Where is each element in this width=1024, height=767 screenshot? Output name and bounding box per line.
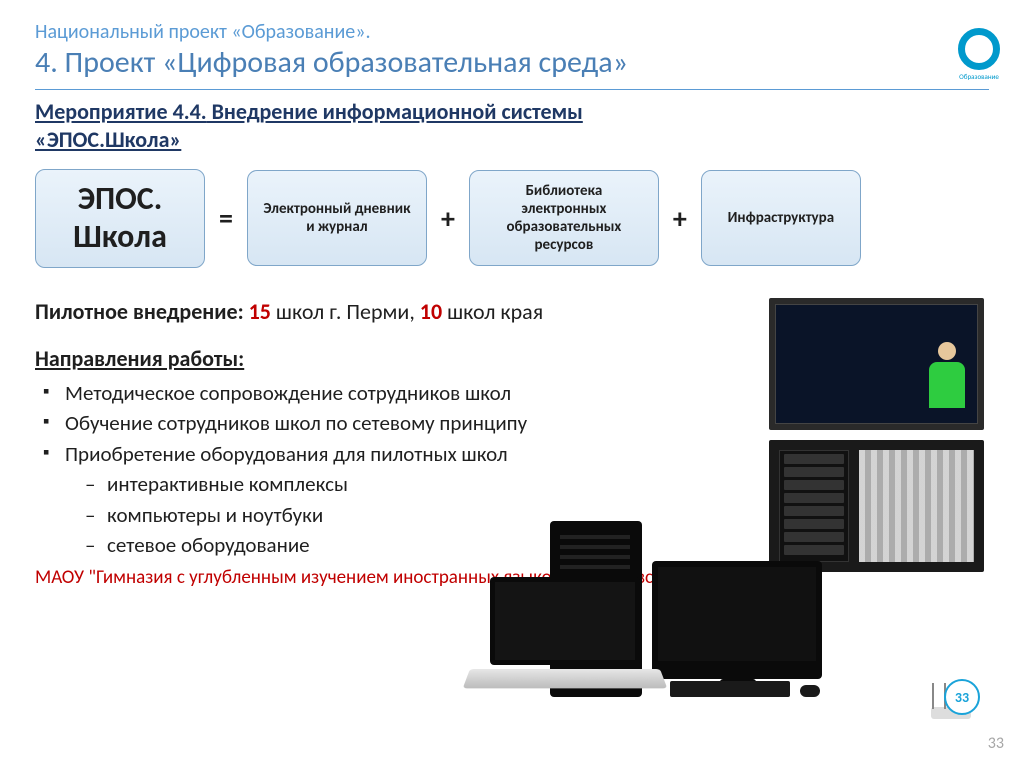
directions-item: Методическое сопровождение сотрудников ш…: [43, 378, 749, 408]
directions-subitem: интерактивные комплексы: [85, 469, 749, 499]
formula-card-2: Библиотека электронных образовательных р…: [469, 170, 659, 266]
header-title: 4. Проект «Цифровая образовательная сред…: [35, 44, 989, 81]
computer-hardware-cluster: [470, 507, 870, 697]
education-logo: Образование: [956, 28, 1002, 84]
plus-sign-2: +: [673, 201, 687, 236]
directions-item: Обучение сотрудников школ по сетевому пр…: [43, 408, 749, 438]
monitor-icon: [652, 561, 822, 679]
pilot-label: Пилотное внедрение:: [35, 298, 249, 325]
logo-ring-icon: [958, 28, 1000, 70]
keyboard-icon: [670, 681, 790, 697]
laptop-icon: [470, 577, 660, 697]
formula-row: ЭПОС. Школа = Электронный дневник и журн…: [35, 169, 989, 268]
pilot-t2: школ края: [442, 298, 543, 325]
logo-label: Образование: [956, 72, 1002, 81]
pilot-n1: 15: [249, 298, 271, 325]
slide-header: Национальный проект «Образование». 4. Пр…: [35, 20, 989, 81]
formula-main-card: ЭПОС. Школа: [35, 169, 205, 268]
subhead-line1: Мероприятие 4.4.: [35, 98, 207, 125]
directions-list: Методическое сопровождение сотрудников ш…: [35, 378, 749, 469]
subhead-line3: «ЭПОС.Школа»: [35, 126, 181, 153]
header-supertitle: Национальный проект «Образование».: [35, 20, 989, 44]
formula-card-1: Электронный дневник и журнал: [247, 170, 427, 266]
mouse-icon: [800, 685, 820, 697]
directions-item: Приобретение оборудования для пилотных ш…: [43, 439, 749, 469]
section-subhead: Мероприятие 4.4. Внедрение информационно…: [35, 98, 989, 153]
pilot-n2: 10: [420, 298, 442, 325]
interactive-display-photo: [769, 298, 984, 430]
directions-title: Направления работы:: [35, 345, 749, 372]
subhead-line2: Внедрение информационной системы: [207, 98, 583, 125]
pilot-t1: школ г. Перми,: [271, 298, 420, 325]
plus-sign-1: +: [441, 201, 455, 236]
header-divider: [35, 89, 989, 90]
equals-sign: =: [219, 201, 233, 236]
pilot-line: Пилотное внедрение: 15 школ г. Перми, 10…: [35, 298, 749, 325]
slide-number-badge: 33: [944, 679, 980, 715]
formula-card-3: Инфраструктура: [701, 170, 861, 266]
slide-number-corner: 33: [988, 734, 1004, 753]
